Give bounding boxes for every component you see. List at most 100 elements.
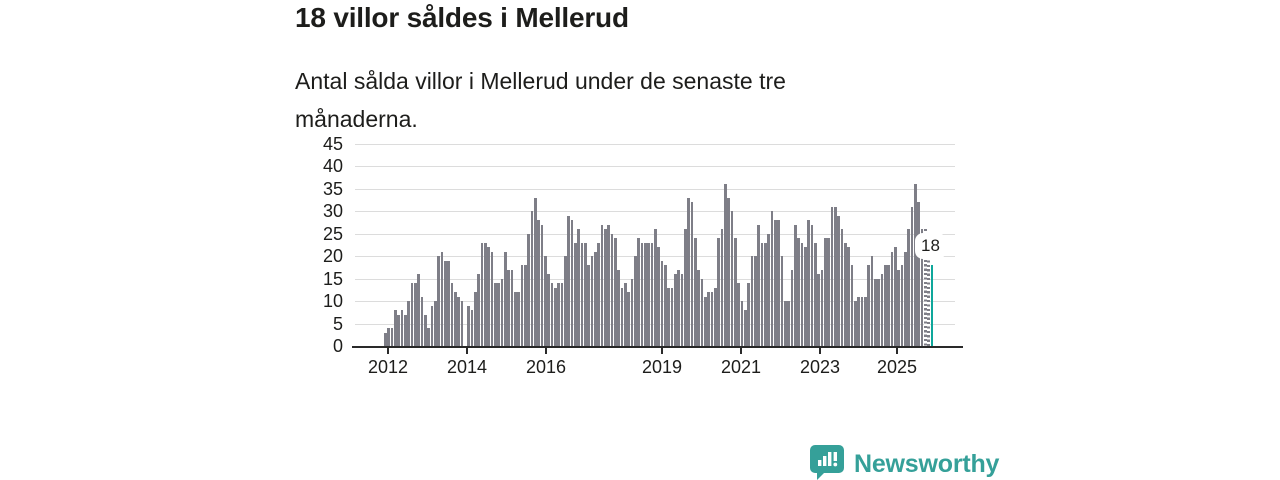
bar [730,211,734,346]
bar [627,292,630,346]
bar [410,283,414,346]
bar [847,247,850,346]
bar [630,278,634,346]
x-axis-tick [466,348,468,354]
bar [450,283,454,346]
bar [580,242,584,346]
bar [613,238,617,346]
bar [384,332,387,346]
newsworthy-logo[interactable]: Newsworthy [810,444,999,480]
bar [400,310,404,346]
bar [610,233,614,346]
bar [867,265,870,346]
bar [460,301,464,346]
bar [837,215,840,346]
bar [600,224,604,346]
bar [913,184,917,346]
bar [723,184,727,346]
bar [713,287,717,346]
x-axis-tick-label: 2023 [799,357,841,377]
x-axis-tick [545,348,547,354]
bar [503,251,507,346]
bar [647,242,650,346]
bar [530,211,534,346]
bar [623,283,627,346]
bar [707,292,710,346]
bar [700,278,704,346]
bar [567,215,570,346]
bar [483,242,487,346]
bar [413,283,417,346]
newsworthy-logo-icon [810,444,846,480]
bar [917,202,920,346]
bar [763,242,767,346]
bar [857,296,860,346]
bar [863,296,867,346]
preliminary-bar [927,233,930,346]
x-axis-tick [819,348,821,354]
bar [783,301,787,346]
bar [480,242,484,346]
gridline [355,144,955,145]
gridline [355,188,955,190]
bar [687,197,690,346]
bar [897,269,900,346]
bar [597,242,600,346]
x-axis-tick [387,348,389,354]
bar [513,292,517,346]
y-axis-tick-label: 0 [332,336,343,356]
bar [680,274,684,346]
bar [470,310,474,346]
bar [850,265,854,346]
bar [540,224,544,346]
x-axis-tick-label: 2012 [367,357,409,377]
gridline [355,211,955,213]
chart-subtitle: Antal sålda villor i Mellerud under de s… [295,62,786,138]
x-axis-tick-label: 2019 [641,357,683,377]
bar [820,269,824,346]
bar [523,265,527,346]
bar [880,274,884,346]
bar [787,301,790,346]
bar [853,301,857,346]
bar [420,296,424,346]
gridline [355,166,955,168]
bar [693,238,697,346]
bar [697,269,700,346]
bar [803,247,807,346]
bar [720,229,724,346]
bar [717,238,720,346]
bar [497,283,500,346]
bar [527,233,530,346]
bar [453,292,457,346]
bar [507,269,510,346]
bar [417,274,420,346]
bar [657,247,660,346]
y-axis-tick-label: 45 [322,134,343,154]
x-axis-tick-label: 2021 [720,357,762,377]
bar [443,260,447,346]
bar [757,224,760,346]
bar [653,229,657,346]
bar [440,251,444,346]
x-axis-tick-label: 2016 [525,357,567,377]
x-axis-tick-label: 2025 [876,357,918,377]
bar [703,296,707,346]
bar [777,220,780,346]
page-title: 18 villor såldes i Mellerud [295,2,629,33]
bar [643,242,647,346]
bar [877,278,880,346]
bar [433,301,437,346]
bar [677,269,680,346]
bar [843,242,847,346]
bar [773,220,777,346]
bar [577,229,580,346]
bar [563,256,567,346]
bar [593,251,597,346]
bar [813,242,817,346]
bar [833,206,837,346]
plot-area [355,144,955,346]
bar [747,283,750,346]
bar [737,283,740,346]
bar [650,242,654,346]
